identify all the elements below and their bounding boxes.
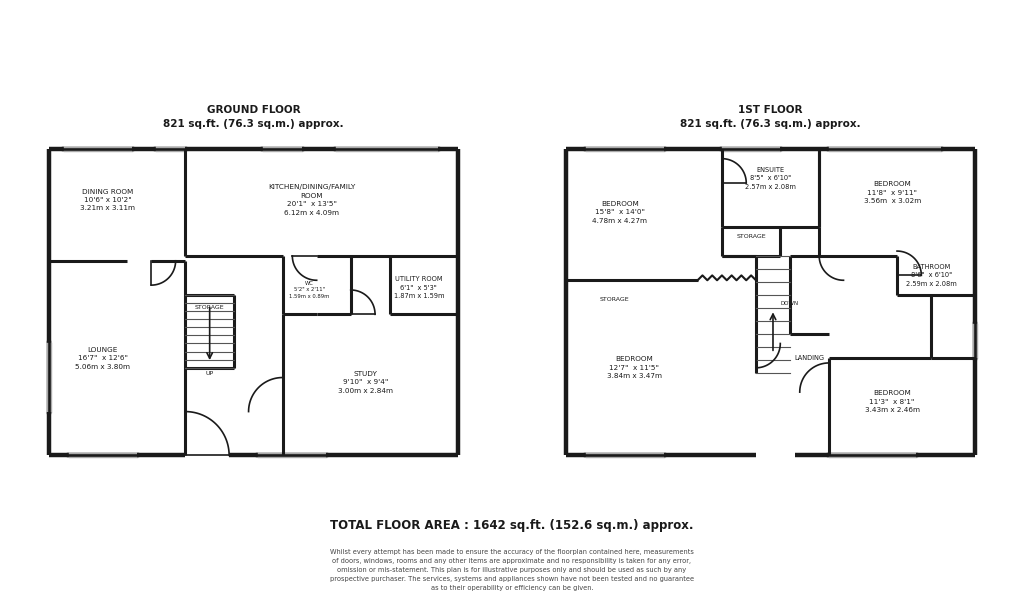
Text: STORAGE: STORAGE — [600, 297, 630, 302]
Text: BEDROOM
12'7"  x 11'5"
3.84m x 3.47m: BEDROOM 12'7" x 11'5" 3.84m x 3.47m — [607, 356, 662, 380]
Text: DOWN: DOWN — [780, 301, 799, 305]
Text: ENSUITE
8'5"  x 6'10"
2.57m x 2.08m: ENSUITE 8'5" x 6'10" 2.57m x 2.08m — [745, 166, 796, 189]
Text: 1ST FLOOR
821 sq.ft. (76.3 sq.m.) approx.: 1ST FLOOR 821 sq.ft. (76.3 sq.m.) approx… — [680, 105, 861, 129]
Text: Whilst every attempt has been made to ensure the accuracy of the floorplan conta: Whilst every attempt has been made to en… — [330, 549, 694, 594]
Text: DINING ROOM
10'6" x 10'2"
3.21m x 3.11m: DINING ROOM 10'6" x 10'2" 3.21m x 3.11m — [80, 188, 135, 211]
Text: STORAGE: STORAGE — [195, 305, 224, 309]
Text: UP: UP — [206, 371, 214, 376]
Text: WC
5'2" x 2'11"
1.59m x 0.89m: WC 5'2" x 2'11" 1.59m x 0.89m — [289, 281, 330, 299]
Text: BEDROOM
11'3"  x 8'1"
3.43m x 2.46m: BEDROOM 11'3" x 8'1" 3.43m x 2.46m — [864, 390, 920, 413]
Text: STORAGE: STORAGE — [736, 234, 766, 239]
Text: GROUND FLOOR
821 sq.ft. (76.3 sq.m.) approx.: GROUND FLOOR 821 sq.ft. (76.3 sq.m.) app… — [163, 105, 344, 129]
Text: BEDROOM
11'8"  x 9'11"
3.56m  x 3.02m: BEDROOM 11'8" x 9'11" 3.56m x 3.02m — [863, 181, 921, 204]
Text: UTILITY ROOM
6'1"  x 5'3"
1.87m x 1.59m: UTILITY ROOM 6'1" x 5'3" 1.87m x 1.59m — [393, 276, 444, 299]
Text: KITCHEN/DINING/FAMILY
ROOM
20'1"  x 13'5"
6.12m x 4.09m: KITCHEN/DINING/FAMILY ROOM 20'1" x 13'5"… — [268, 184, 355, 216]
Text: LOUNGE
16'7"  x 12'6"
5.06m x 3.80m: LOUNGE 16'7" x 12'6" 5.06m x 3.80m — [75, 346, 130, 369]
Text: BATHROOM
8'6"  x 6'10"
2.59m x 2.08m: BATHROOM 8'6" x 6'10" 2.59m x 2.08m — [905, 264, 956, 287]
Text: LANDING: LANDING — [795, 355, 824, 361]
Text: STUDY
9'10"  x 9'4"
3.00m x 2.84m: STUDY 9'10" x 9'4" 3.00m x 2.84m — [338, 371, 393, 394]
Text: BEDROOM
15'8"  x 14'0"
4.78m x 4.27m: BEDROOM 15'8" x 14'0" 4.78m x 4.27m — [592, 201, 647, 224]
Text: TOTAL FLOOR AREA : 1642 sq.ft. (152.6 sq.m.) approx.: TOTAL FLOOR AREA : 1642 sq.ft. (152.6 sq… — [331, 519, 693, 532]
